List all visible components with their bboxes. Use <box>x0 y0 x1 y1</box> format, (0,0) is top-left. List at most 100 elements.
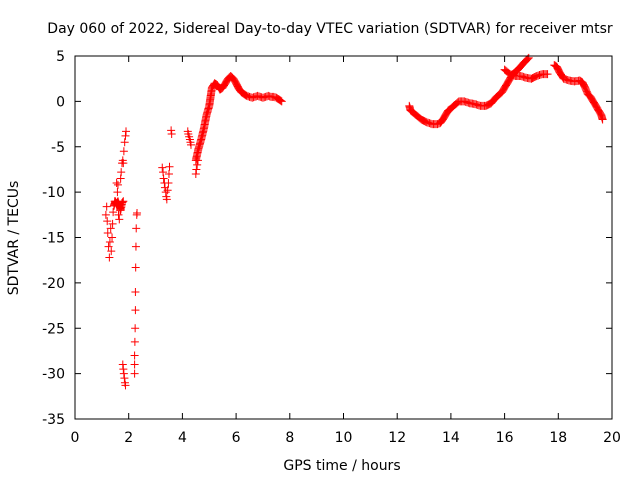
data-point <box>131 287 140 296</box>
data-point <box>598 115 607 124</box>
data-point <box>275 96 284 105</box>
data-point <box>276 96 285 105</box>
data-point <box>107 247 116 256</box>
data-point <box>164 169 173 178</box>
x-tick-label: 6 <box>232 430 241 446</box>
y-tick-label: 0 <box>56 94 65 110</box>
data-point <box>158 163 167 172</box>
data-point <box>193 160 202 169</box>
data-point <box>528 74 537 83</box>
data-point <box>159 174 168 183</box>
data-point <box>481 101 490 110</box>
data-point <box>119 197 128 206</box>
data-point <box>522 55 531 64</box>
data-point <box>438 116 447 125</box>
data-point <box>132 224 141 233</box>
data-point <box>117 168 126 177</box>
data-point <box>108 219 117 228</box>
data-point <box>167 126 176 135</box>
data-point <box>163 186 172 195</box>
data-point <box>104 242 113 251</box>
x-tick-label: 14 <box>442 430 460 446</box>
data-point <box>192 165 201 174</box>
data-point <box>122 127 131 136</box>
data-point <box>106 224 115 233</box>
data-point <box>131 242 140 251</box>
data-point <box>109 208 118 217</box>
data-point <box>119 365 128 374</box>
data-point <box>420 117 429 126</box>
y-tick-label: -30 <box>42 367 65 383</box>
data-point <box>119 159 128 168</box>
x-tick-label: 4 <box>178 430 187 446</box>
data-point <box>108 233 117 242</box>
data-point <box>555 67 564 76</box>
data-point <box>191 169 200 178</box>
data-point <box>482 101 491 110</box>
x-tick-label: 18 <box>549 430 567 446</box>
axis-ticks: 0 2 4 6 8 10 12 14 16 18 20 5 0 -5 -10 -15 -20 -25 -30 -35 <box>42 49 621 446</box>
data-point <box>524 53 533 62</box>
y-tick-label: -15 <box>42 231 65 247</box>
data-point <box>543 70 552 79</box>
data-point <box>102 202 111 211</box>
data-point <box>116 174 125 183</box>
y-tick-label: -35 <box>42 412 65 428</box>
x-tick-label: 12 <box>388 430 406 446</box>
data-point <box>103 217 112 226</box>
data-point <box>119 147 128 156</box>
x-tick-label: 20 <box>603 430 621 446</box>
data-point <box>418 116 427 125</box>
data-point <box>105 238 114 247</box>
data-point <box>167 130 176 139</box>
y-tick-label: -10 <box>42 185 65 201</box>
x-tick-label: 16 <box>496 430 514 446</box>
data-point <box>416 114 425 123</box>
data-point <box>277 97 286 106</box>
y-tick-label: -25 <box>42 321 65 337</box>
data-point <box>120 138 129 147</box>
data-point <box>417 115 426 124</box>
data-point <box>556 69 565 78</box>
data-point <box>105 253 114 262</box>
data-point <box>162 195 171 204</box>
data-point <box>193 156 202 165</box>
data-point <box>118 360 127 369</box>
data-point <box>113 180 122 189</box>
data-point <box>557 71 566 80</box>
data-point <box>419 116 428 125</box>
data-point <box>530 73 539 82</box>
data-point <box>119 369 128 378</box>
data-point <box>130 351 139 360</box>
data-point <box>103 228 112 237</box>
x-tick-label: 0 <box>71 430 80 446</box>
data-point <box>131 324 140 333</box>
data-point <box>483 100 492 109</box>
data-point <box>120 374 129 383</box>
data-point <box>114 210 123 219</box>
data-point <box>186 140 195 149</box>
data-point <box>165 162 174 171</box>
data-point <box>101 210 110 219</box>
data-point <box>527 74 536 83</box>
data-point <box>159 168 168 177</box>
data-point <box>117 199 126 208</box>
data-point <box>121 131 130 140</box>
x-tick-label: 8 <box>285 430 294 446</box>
data-point <box>452 99 461 108</box>
data-point <box>118 198 127 207</box>
data-point <box>130 369 139 378</box>
data-point <box>131 306 140 315</box>
data-point <box>121 381 130 390</box>
plot-frame <box>74 55 613 420</box>
data-point <box>113 188 122 197</box>
x-tick-label: 2 <box>124 430 133 446</box>
y-tick-label: 5 <box>56 49 65 65</box>
y-tick-label: -5 <box>51 140 65 156</box>
data-point <box>558 73 567 82</box>
data-point <box>116 206 125 215</box>
data-point <box>133 208 142 217</box>
data-point <box>164 179 173 188</box>
data-point <box>130 360 139 369</box>
